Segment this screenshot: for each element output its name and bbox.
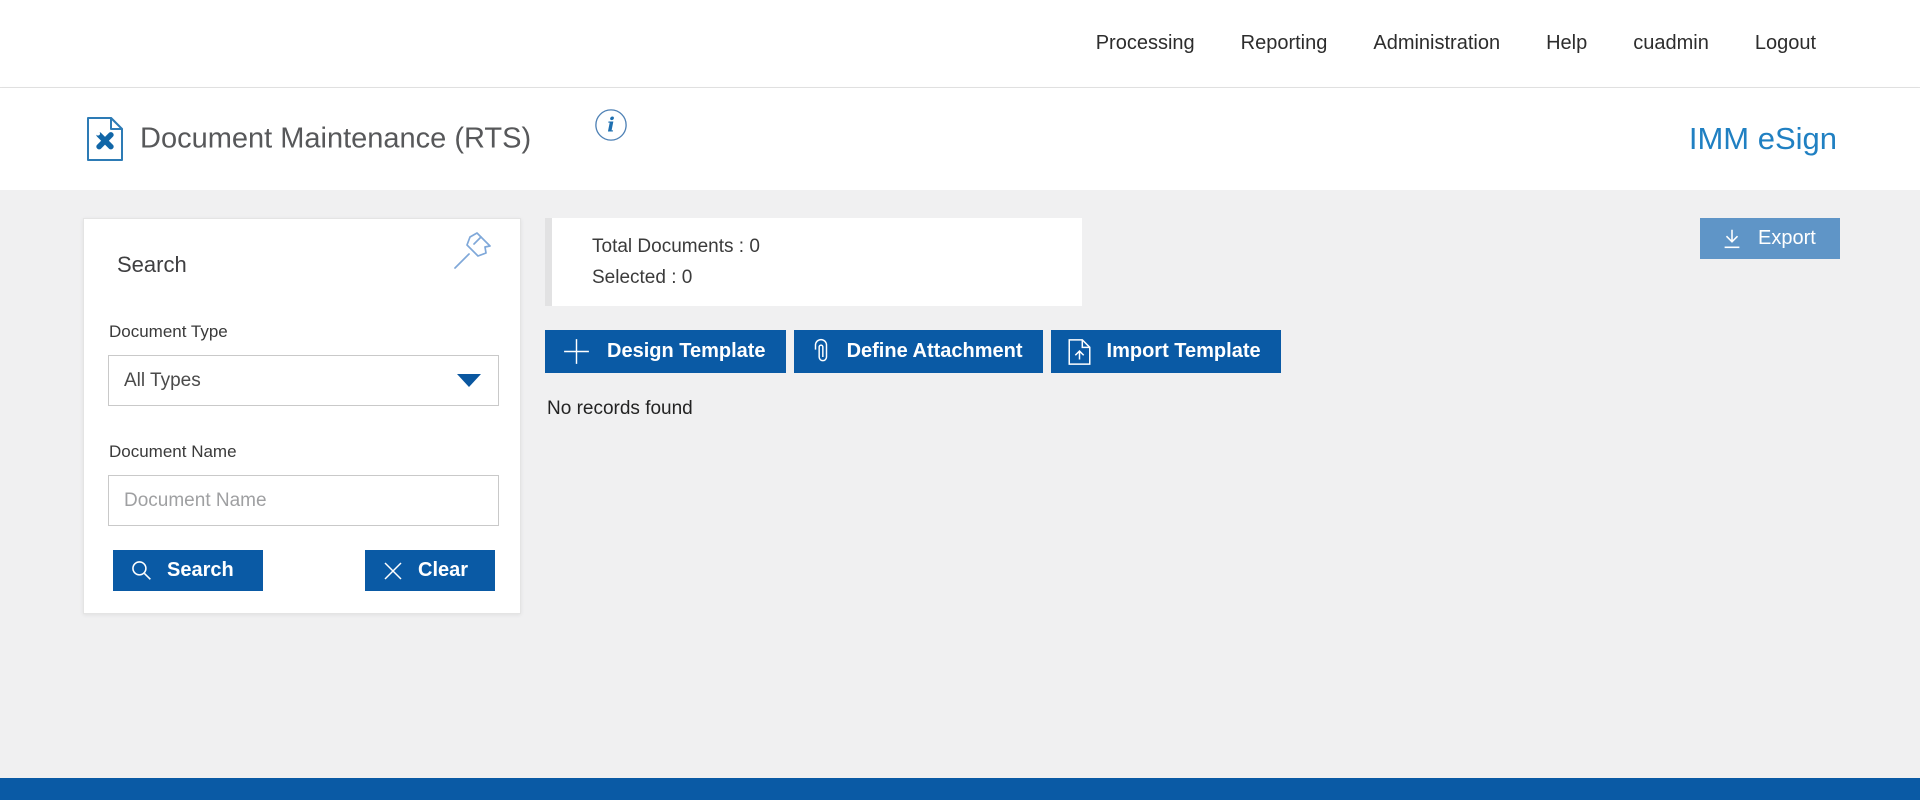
chevron-down-icon <box>457 374 481 387</box>
design-template-label: Design Template <box>607 340 766 362</box>
no-records-message: No records found <box>547 398 693 419</box>
document-type-label: Document Type <box>109 322 228 341</box>
pushpin-icon[interactable] <box>450 229 494 273</box>
download-icon <box>1724 229 1740 248</box>
info-icon[interactable]: i <box>594 108 628 142</box>
results-summary-card: Total Documents : 0 Selected : 0 <box>545 218 1082 306</box>
search-panel-title: Search <box>117 252 187 277</box>
svg-text:i: i <box>607 113 615 137</box>
search-panel: Search Document Type All Types Document … <box>83 218 521 614</box>
document-actions-toolbar: Design Template Define Attachment Import… <box>545 330 1281 373</box>
nav-item-logout[interactable]: Logout <box>1754 32 1816 54</box>
nav-item-reporting[interactable]: Reporting <box>1240 32 1328 54</box>
search-icon <box>132 561 151 580</box>
import-template-label: Import Template <box>1106 340 1261 362</box>
define-attachment-button[interactable]: Define Attachment <box>793 330 1043 373</box>
selected-count: Selected : 0 <box>592 267 693 288</box>
document-name-input[interactable] <box>108 475 499 526</box>
page-header: Document Maintenance (RTS) i IMM eSign <box>0 88 1920 190</box>
search-button-label: Search <box>167 559 234 581</box>
close-icon <box>384 561 402 580</box>
export-button-label: Export <box>1758 227 1816 249</box>
top-navigation-bar: Processing Reporting Administration Help… <box>0 0 1920 88</box>
import-file-icon <box>1068 338 1091 365</box>
document-type-selected-value: All Types <box>124 369 201 391</box>
nav-item-user-cuadmin[interactable]: cuadmin <box>1633 32 1709 54</box>
nav-item-processing[interactable]: Processing <box>1095 32 1195 54</box>
nav-item-administration[interactable]: Administration <box>1373 32 1501 54</box>
page-title: Document Maintenance (RTS) <box>140 122 532 155</box>
total-documents-count: Total Documents : 0 <box>592 236 760 257</box>
footer-bar <box>0 778 1920 800</box>
document-name-label: Document Name <box>109 442 237 461</box>
clear-button-label: Clear <box>418 559 469 581</box>
export-button[interactable]: Export <box>1700 218 1840 259</box>
document-type-select[interactable]: All Types <box>108 355 499 406</box>
plus-icon <box>564 339 589 364</box>
design-template-button[interactable]: Design Template <box>545 330 786 373</box>
clear-button[interactable]: Clear <box>365 550 495 591</box>
document-tools-icon <box>86 116 124 162</box>
search-button[interactable]: Search <box>113 550 263 591</box>
main-content: Search Document Type All Types Document … <box>0 190 1920 778</box>
nav-item-help[interactable]: Help <box>1546 32 1588 54</box>
brand-logo: IMM eSign <box>1688 121 1837 156</box>
import-template-button[interactable]: Import Template <box>1050 330 1281 373</box>
paperclip-icon <box>814 338 827 362</box>
define-attachment-label: Define Attachment <box>846 340 1023 362</box>
